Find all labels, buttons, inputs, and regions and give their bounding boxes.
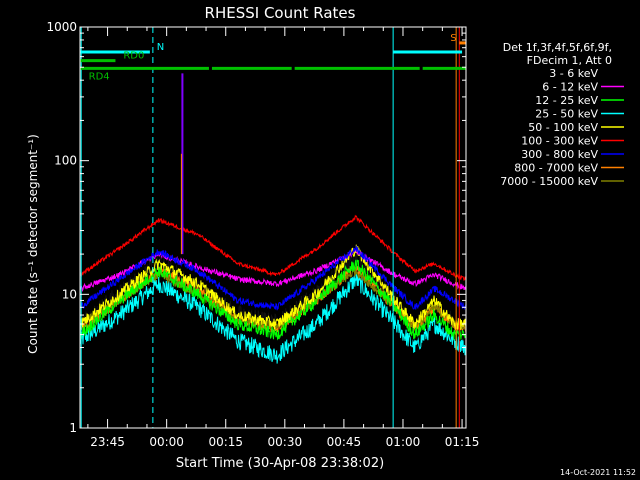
flag-label-rd0: RD0	[123, 51, 144, 62]
x-tick-label: 00:15	[208, 435, 243, 449]
legend-entry-label: 7000 - 15000 keV	[500, 175, 598, 188]
legend-entry-label: 50 - 100 keV	[528, 121, 598, 134]
y-tick-label: 1000	[46, 20, 77, 34]
legend-header: Det 1f,3f,4f,5f,6f,9f,	[503, 41, 612, 54]
legend-entry-label: 800 - 7000 keV	[514, 162, 598, 175]
y-axis-label: Count Rate (s⁻¹ detector segment⁻¹)	[26, 134, 40, 354]
legend-entry-label: 100 - 300 keV	[521, 135, 598, 148]
legend-entry-label: 6 - 12 keV	[542, 81, 598, 94]
x-tick-label: 00:30	[268, 435, 303, 449]
x-tick-label: 23:45	[90, 435, 125, 449]
x-tick-label: 00:45	[327, 435, 362, 449]
legend-header: FDecim 1, Att 0	[527, 54, 612, 67]
legend-entry-label: 12 - 25 keV	[535, 94, 598, 107]
chart-title: RHESSI Count Rates	[205, 4, 356, 22]
legend-entry-label: 300 - 800 keV	[521, 148, 598, 161]
axes: 1 10 100 1000 23:45 00:00 00:15 00:30 00:45 01:00…	[46, 20, 479, 449]
x-tick-label: 01:15	[445, 435, 480, 449]
plot-area: N RD0 RD4 S	[79, 27, 467, 428]
y-tick-label: 1	[69, 421, 77, 435]
legend-entry-label: 3 - 6 keV	[549, 67, 598, 80]
x-axis-label: Start Time (30-Apr-08 23:38:02)	[176, 456, 384, 471]
x-tick-label: 00:00	[149, 435, 184, 449]
flag-label-n: N	[157, 42, 164, 53]
series-line-4	[79, 272, 467, 364]
y-tick-label: 10	[62, 287, 77, 301]
flag-label-rd4: RD4	[89, 71, 110, 82]
y-tick-label: 100	[54, 154, 77, 168]
series-line-5	[79, 244, 467, 331]
plot-frame	[79, 26, 467, 429]
legend: Det 1f,3f,4f,5f,6f,9f,FDecim 1, Att 03 -…	[500, 41, 624, 188]
x-tick-label: 01:00	[386, 435, 421, 449]
flag-label-s: S	[450, 33, 456, 44]
series-line-3	[79, 259, 467, 341]
series-line-7	[79, 245, 467, 311]
series-line-6	[79, 214, 467, 281]
footer-timestamp: 14-Oct-2021 11:52	[560, 468, 636, 477]
legend-entry-label: 25 - 50 keV	[535, 108, 598, 121]
